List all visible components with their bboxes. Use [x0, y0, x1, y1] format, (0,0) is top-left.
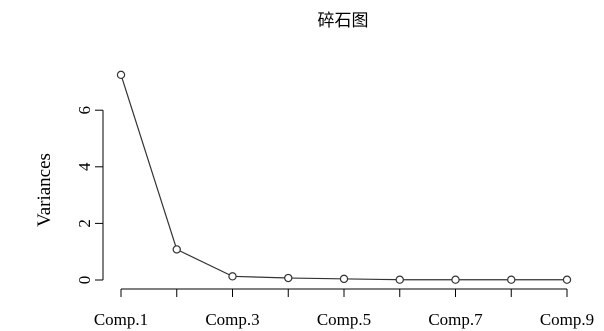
- data-point-comp-8: [507, 275, 516, 284]
- series-segment: [347, 278, 397, 281]
- data-point-comp-2: [172, 245, 181, 254]
- series-segment: [291, 277, 341, 280]
- y-tick-label: 6: [75, 106, 94, 115]
- x-tick-label: Comp.1: [94, 310, 148, 329]
- plot-area: [116, 70, 572, 284]
- data-point-comp-4: [284, 273, 293, 283]
- series-segment: [179, 250, 230, 276]
- data-point-comp-1: [116, 70, 126, 80]
- x-tick-label: Comp.9: [540, 310, 594, 329]
- data-point-comp-9: [562, 275, 572, 284]
- x-axis: Comp.1 Comp.3 Comp.5 Comp.7 Comp.9: [94, 288, 594, 329]
- data-point-comp-7: [451, 275, 460, 284]
- y-tick-label: 2: [75, 219, 94, 228]
- y-axis-label: Variances: [34, 153, 55, 227]
- data-point-comp-5: [339, 274, 349, 284]
- data-point-comp-6: [395, 275, 404, 284]
- y-axis: 0 2 4 6: [75, 106, 104, 285]
- series-segment: [121, 78, 177, 247]
- y-tick-label: 4: [75, 162, 94, 171]
- y-tick-label: 0: [75, 276, 94, 285]
- x-tick-label: Comp.5: [317, 310, 371, 329]
- chart-title: 碎石图: [318, 11, 369, 30]
- x-tick-label: Comp.3: [205, 310, 259, 329]
- data-point-comp-3: [228, 272, 237, 281]
- series-segment: [236, 275, 285, 279]
- x-tick-label: Comp.7: [428, 310, 483, 329]
